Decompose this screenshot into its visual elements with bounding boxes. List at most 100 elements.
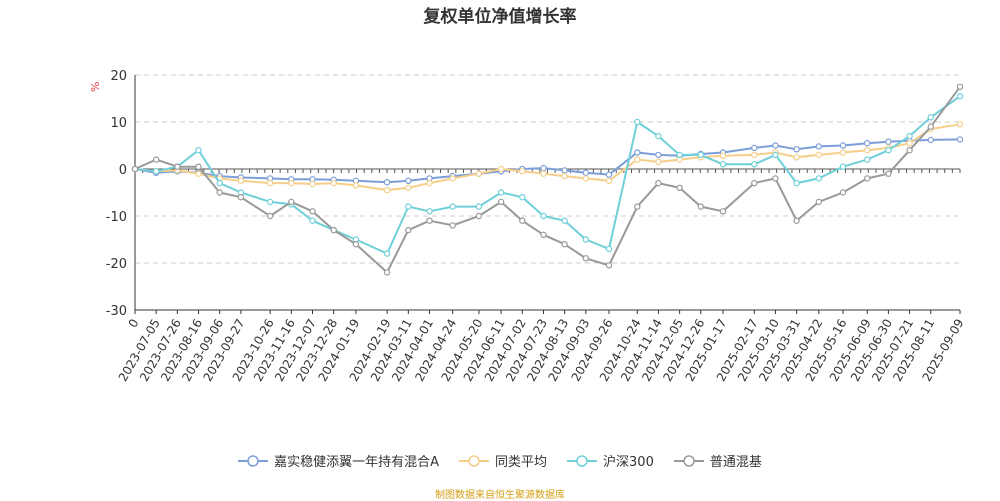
legend-item-series-3[interactable]: 沪深300: [567, 451, 654, 470]
series-3-point: [195, 146, 202, 154]
legend-label: 普通混基: [709, 455, 762, 470]
series-2-point: [237, 177, 245, 184]
series-1-point: [772, 142, 779, 149]
series-4-point: [634, 203, 641, 210]
series-3-point: [655, 132, 662, 140]
series-3-point: [405, 203, 412, 210]
series-4-point: [697, 203, 705, 210]
series-4-point: [956, 83, 964, 91]
legend-line-icon: [673, 454, 704, 467]
series-2-point: [352, 182, 360, 189]
series-4-point: [288, 198, 295, 206]
series-4-point: [605, 262, 613, 269]
series-3-point: [676, 151, 683, 159]
series-3-point: [561, 217, 568, 224]
series-2-point: [519, 168, 526, 175]
series-4-point: [405, 226, 412, 234]
series-4-point: [131, 165, 139, 173]
series-4-point: [426, 217, 433, 224]
series-2-point: [582, 175, 590, 182]
series-line-4: [134, 86, 961, 274]
series-lines: [131, 83, 964, 276]
series-3-point: [956, 92, 964, 100]
series-3-point: [266, 198, 274, 206]
chart-title: 复权单位净值增长率: [423, 7, 577, 27]
legend-item-series-4[interactable]: 普通混基: [673, 451, 762, 470]
y-tick-label: 20: [110, 69, 127, 84]
y-tick-label: -20: [106, 257, 127, 272]
series-3-point: [309, 217, 316, 224]
series-3-point: [152, 168, 160, 175]
series-4-point: [383, 269, 391, 276]
series-4-point: [864, 175, 871, 182]
source-note: 制图数据来自恒生聚源数据库: [435, 490, 565, 501]
y-tick-label: -30: [106, 304, 127, 319]
series-3-point: [449, 203, 456, 210]
series-1-point: [605, 171, 613, 178]
series-4-point: [793, 217, 800, 224]
series-2-point: [475, 170, 483, 177]
series-4-point: [751, 179, 758, 187]
series-3-point: [839, 163, 847, 170]
series-4-point: [839, 189, 847, 196]
series-4-point: [815, 198, 823, 206]
series-4-point: [266, 212, 274, 220]
tick-labels: -30-20-100102002023-07-052023-07-262023-…: [106, 69, 967, 384]
series-3-point: [885, 146, 892, 154]
legend-item-series-2[interactable]: 同类平均: [459, 451, 547, 470]
series-2-point: [719, 152, 727, 159]
series-4-point: [449, 222, 456, 229]
series-4-point: [927, 123, 935, 130]
series-3-point: [906, 132, 913, 140]
series-4-point: [772, 175, 779, 182]
series-3-point: [383, 250, 391, 257]
series-1-point: [561, 167, 568, 174]
series-1-point: [956, 136, 964, 143]
series-1-point: [751, 144, 758, 152]
series-2-point: [864, 146, 871, 154]
legend-label: 嘉实稳健添翼一年持有混合A: [274, 455, 440, 470]
series-2-point: [309, 180, 316, 188]
series-3-point: [719, 161, 727, 168]
series-1-point: [885, 138, 892, 145]
series-2-point: [266, 179, 274, 187]
y-tick-label: 10: [110, 116, 127, 131]
series-3-point: [815, 175, 823, 182]
series-3-point: [605, 245, 613, 253]
series-2-point: [383, 186, 391, 194]
legend-label: 沪深300: [603, 455, 654, 470]
series-3-point: [793, 179, 800, 187]
series-1-point: [540, 164, 547, 172]
series-4-point: [497, 198, 505, 206]
series-1-point: [927, 136, 935, 144]
series-2-point: [426, 179, 433, 187]
series-3-point: [864, 156, 871, 163]
series-4-point: [352, 240, 360, 248]
series-2-point: [195, 170, 202, 177]
series-1-point: [793, 146, 800, 153]
series-1-point: [582, 169, 590, 176]
series-4-point: [174, 163, 181, 170]
series-2-point: [906, 139, 913, 147]
series-3-point: [927, 114, 935, 121]
legend-line-icon: [459, 454, 490, 467]
series-4-point: [540, 231, 547, 238]
legend-line-icon: [238, 454, 269, 467]
x-tick-label: 0: [126, 317, 142, 331]
series-1-point: [655, 151, 662, 159]
series-2-point: [815, 151, 823, 159]
y-tick-label: 0: [119, 163, 127, 178]
legend-item-series-1[interactable]: 嘉实稳健添翼一年持有混合A: [238, 451, 439, 470]
series-2-point: [605, 177, 613, 184]
axes: [134, 75, 961, 314]
series-3-point: [697, 151, 705, 159]
series-2-point: [956, 121, 964, 128]
series-4-point: [152, 156, 160, 163]
series-4-point: [582, 255, 590, 262]
series-1-point: [383, 178, 391, 186]
series-2-point: [561, 172, 568, 180]
series-4-point: [676, 184, 683, 191]
series-2-point: [497, 165, 505, 173]
series-1-point: [634, 149, 641, 156]
